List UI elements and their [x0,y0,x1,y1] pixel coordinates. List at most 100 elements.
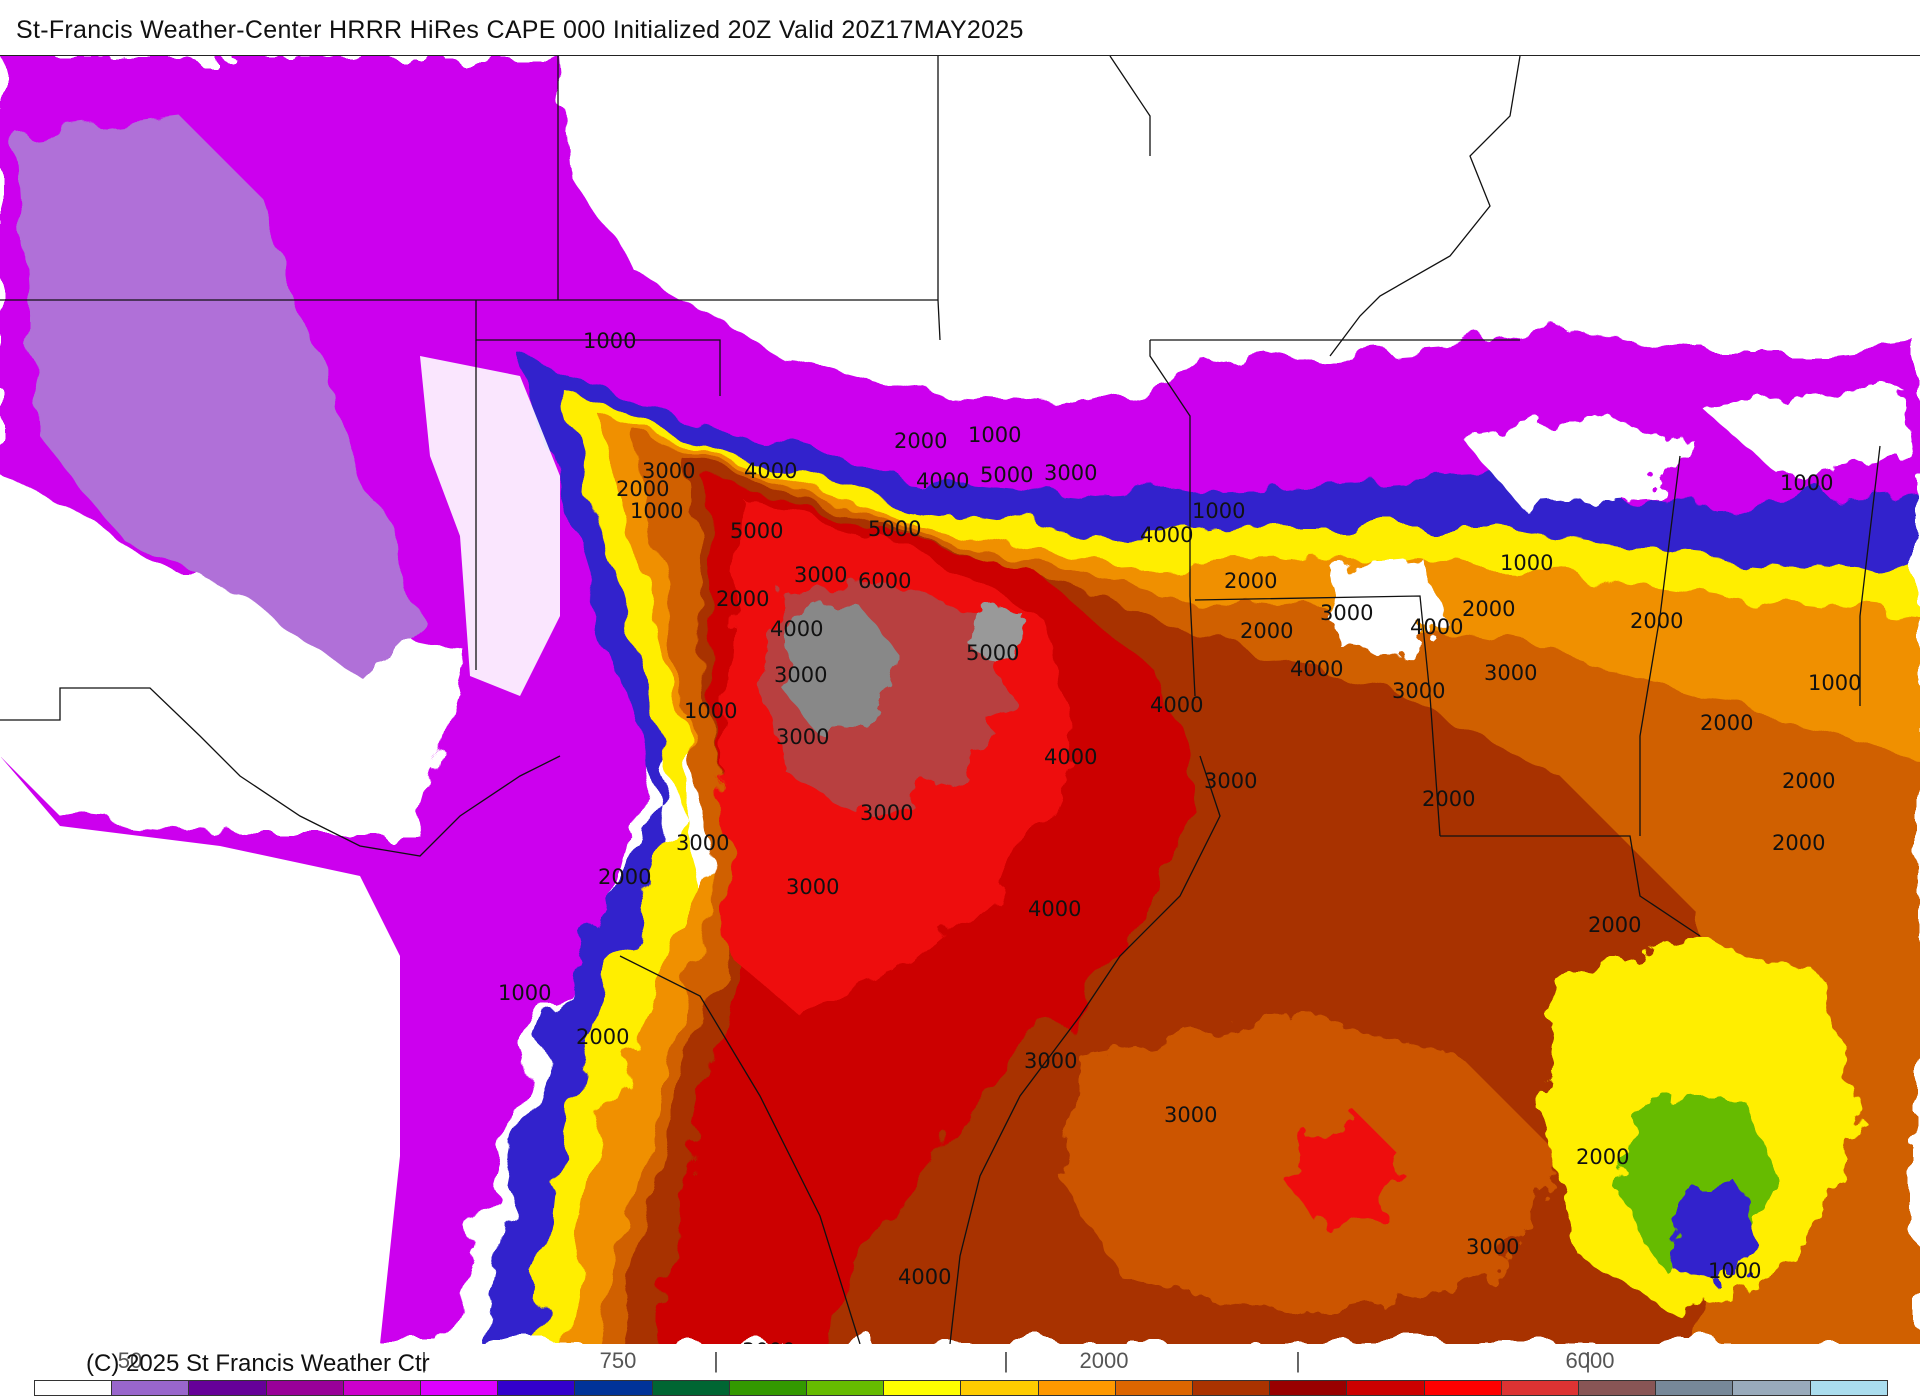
contour-label: 1000 [1708,1259,1761,1283]
cape-fill-field [0,56,1920,1344]
gulf-red-blob [1290,1116,1400,1226]
contour-label: 2000 [1700,711,1753,735]
colorbar-swatch [1115,1381,1194,1395]
colorbar-swatch [652,1381,730,1395]
contour-label: 2000 [1422,787,1475,811]
boundary-line [1329,56,1521,357]
colorbar-swatch [498,1381,576,1395]
northeast-white-gap-2 [1460,416,1700,506]
contour-label: 4000 [1150,693,1203,717]
boundary-line [1440,835,1701,937]
contour-label: 3000 [1204,769,1257,793]
contour-label: 4000 [744,459,797,483]
boundary-line [1194,595,1441,837]
boundary-line [937,56,941,341]
contour-label: 2000 [1576,1145,1629,1169]
colorbar-scale-label: 2000 [1079,1348,1129,1373]
contour-label: 4000 [1140,523,1193,547]
cape-gray-pocket [780,606,900,736]
boundary-line [0,687,561,857]
boundary-line [949,755,1221,1344]
cape-lavender-fringe [20,116,420,676]
contour-label: 5000 [868,517,921,541]
colorbar-swatch [1193,1381,1271,1395]
contour-label: 2000 [576,1025,629,1049]
colorbar-scale-label: 750 [599,1348,637,1373]
contour-label: 3000 [1392,679,1445,703]
west-unshaded-zone-2 [420,356,560,696]
contour-label: 3000 [786,875,839,899]
contour-label: 2000 [616,477,669,501]
contour-label: 2000 [716,587,769,611]
boundary-line [619,955,861,1344]
colorbar-swatch [1424,1381,1502,1395]
contour-label: 3000 [1320,601,1373,625]
colorbar-swatch [1656,1381,1734,1395]
northeast-white-gap-1 [1330,556,1440,656]
contour-label: 5000 [730,519,783,543]
northeast-white-gap-3 [1700,386,1910,476]
contour-label: 2000 [1224,569,1277,593]
colorbar-swatch [1501,1381,1580,1395]
copyright-text: (C) 2025 St Francis Weather Ctr [86,1350,430,1377]
contour-label: 1000 [1808,671,1861,695]
contour-label: 4000 [916,469,969,493]
contour-label: 3000 [676,831,729,855]
colorbar-scale-label: | [421,1348,427,1373]
colorbar-swatch [421,1381,499,1395]
contour-label: 3000 [742,1339,795,1344]
contour-label: 5000 [966,641,1019,665]
contour-label: 3000 [1024,1049,1077,1073]
contour-label: 1000 [1192,499,1245,523]
contour-label: 2000 [1782,769,1835,793]
colorbar-swatch [575,1381,653,1395]
cape-gray-pocket-east [975,611,1030,666]
colorbar-scale-label: 50 [117,1348,143,1373]
cape-colorbar [34,1380,1888,1396]
colorbar-scale-label: 6000 [1565,1348,1615,1373]
colorbar-scale-label: | [1003,1348,1009,1373]
contour-label: 1000 [498,981,551,1005]
boundary-line [475,300,721,396]
contour-label: 3000 [774,663,827,687]
east-blue-area [1670,1186,1760,1286]
footer: (C) 2025 St Francis Weather Ctr 50 | 750… [0,1344,1920,1400]
contour-label: 1000 [968,423,1021,447]
colorbar-scale-label: | [1585,1348,1591,1373]
contour-label: 2000 [894,429,947,453]
contour-label: 3000 [1466,1235,1519,1259]
colorbar-swatch [1347,1381,1425,1395]
contour-label: 2000 [1772,831,1825,855]
colorbar-swatch [1810,1381,1887,1395]
contour-label: 3000 [794,563,847,587]
contour-label: 3000 [776,725,829,749]
contour-label: 2000 [1630,609,1683,633]
colorbar-swatch [729,1381,808,1395]
colorbar-scale-label: | [713,1348,719,1373]
contour-label: 2000 [1240,619,1293,643]
boundary-line [1109,56,1151,156]
map-title: St-Francis Weather-Center HRRR HiRes CAP… [16,16,1024,44]
colorbar-swatch [112,1381,190,1395]
contour-label: 4000 [898,1265,951,1289]
colorbar-swatch [189,1381,267,1395]
contour-label: 3000 [1044,461,1097,485]
colorbar-swatch [266,1381,344,1395]
west-unshaded-zone [0,756,400,1344]
colorbar-swatch [1733,1381,1811,1395]
colorbar-swatch [1270,1381,1348,1395]
contour-label: 2000 [1462,597,1515,621]
contour-label: 3000 [860,801,913,825]
contour-labels: 1000 2000 3000 4000 5000 6000 1000 2000 … [498,329,1861,1344]
colorbar-swatch [343,1381,422,1395]
contour-label: 4000 [770,617,823,641]
colorbar-swatch [1579,1381,1657,1395]
contour-label: 1000 [1500,551,1553,575]
contour-label: 4000 [1028,897,1081,921]
colorbar-swatch [884,1381,962,1395]
contour-label: 3000 [1164,1103,1217,1127]
contour-label: 1000 [684,699,737,723]
contour-label: 4000 [1290,657,1343,681]
colorbar-swatch [1038,1381,1116,1395]
contour-label: 1000 [1780,471,1833,495]
